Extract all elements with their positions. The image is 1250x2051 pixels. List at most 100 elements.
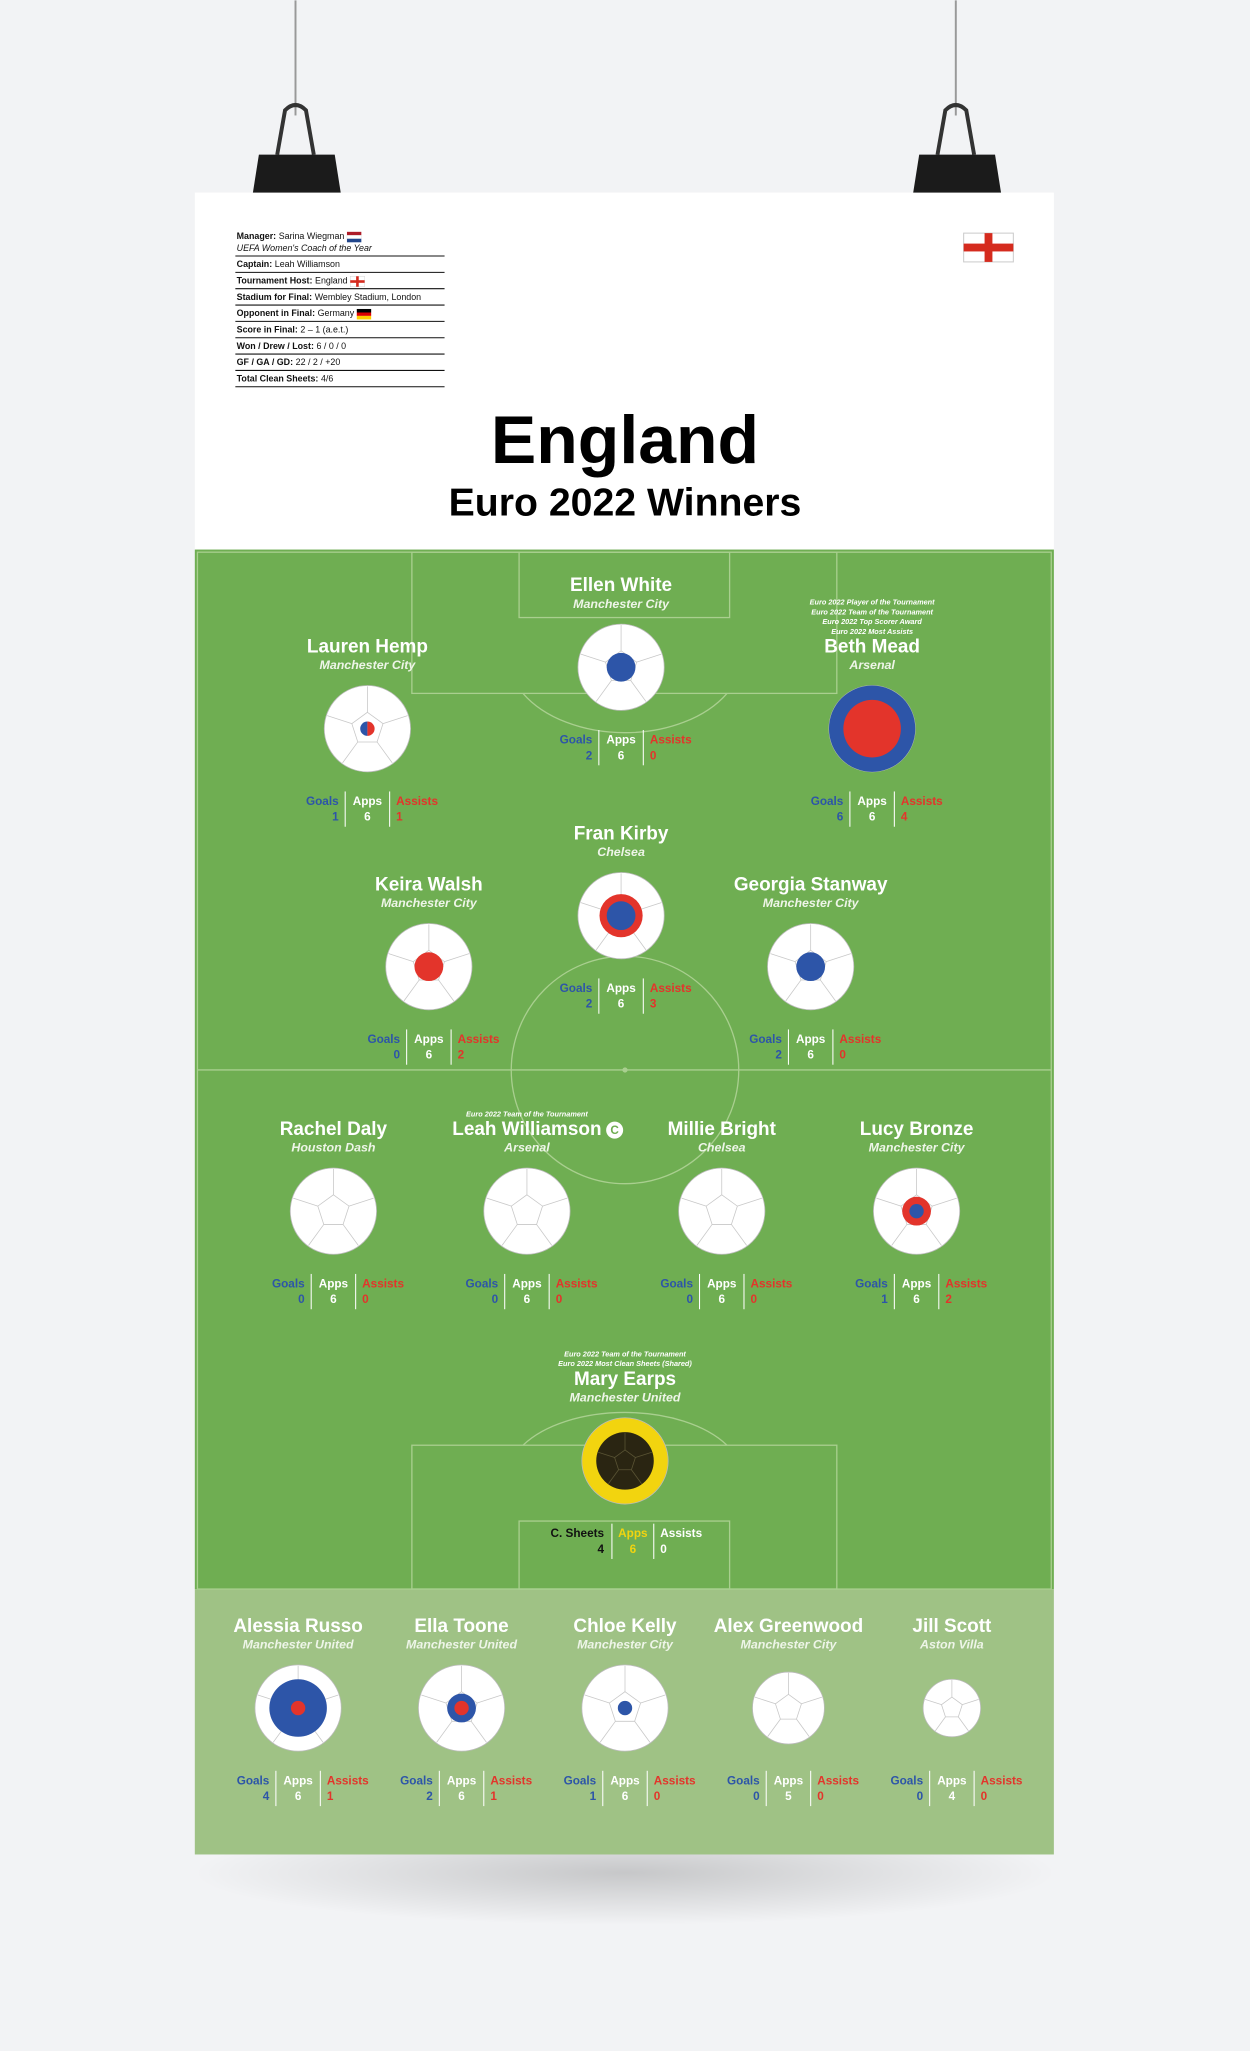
stat-value: 1 [327,1790,334,1803]
ball-seam [599,1721,616,1743]
clean-sheets-disc [596,1432,654,1490]
stat-label: Goals [727,1774,760,1787]
stat-value: 2 [586,749,593,762]
stat-label: Apps [937,1774,967,1787]
player-club: Arsenal [503,1141,550,1155]
ball-seam [293,1197,318,1207]
player-club: Chelsea [597,845,645,859]
goals-disc [909,1203,924,1219]
stat-value: 6 [364,811,371,824]
player-club: Manchester United [570,1390,681,1404]
ball [483,1167,571,1255]
player-club: Manchester United [243,1638,354,1652]
stat-value: 0 [753,1790,760,1803]
stat-label: Assists [650,982,692,995]
info-label: Won / Drew / Lost: [237,341,314,351]
stat-value: 6 [807,1049,814,1062]
ball [289,1167,377,1255]
ball-seam [348,1197,374,1207]
stat-label: Apps [606,982,636,995]
stat-value: 6 [913,1293,920,1306]
stat-value: 2 [586,998,593,1011]
stat-label: Apps [707,1278,737,1291]
stat-value: 0 [654,1790,661,1803]
award: Euro 2022 Team of the Tournament [811,607,933,616]
stat-value: 1 [490,1790,497,1803]
stat-value: 6 [618,749,625,762]
stat-label: Assists [327,1774,369,1787]
player-name: Alex Greenwood [714,1616,863,1637]
ball-seam [957,1716,969,1732]
player-name: Georgia Stanway [734,875,888,896]
subtitle: Euro 2022 Winners [449,480,802,524]
stat-label: Goals [749,1033,782,1046]
stat-value: 6 [458,1790,465,1803]
assists-disc [367,721,375,736]
ball-seam [801,1696,823,1705]
ball-seam [631,1469,642,1484]
stat-value: 1 [881,1293,888,1306]
stat-label: Assists [981,1774,1023,1787]
info-line: Tournament Host: England [237,276,348,286]
ball-seam [477,1694,502,1704]
ball-seam [470,1721,487,1743]
stat-value: 1 [332,811,339,824]
info-value: Germany [318,309,355,319]
ball-seam [308,1224,325,1246]
stat-value: 0 [556,1293,563,1306]
ball [752,1671,825,1745]
ball-seam [438,979,455,1002]
player-name: Leah Williamson [452,1119,601,1140]
stat-label: C. Sheets [551,1527,605,1540]
player-club: Manchester City [577,1638,674,1652]
info-label: Manager: [237,231,276,241]
award: Euro 2022 Most Clean Sheets (Shared) [558,1359,692,1368]
ball-seam [785,979,802,1002]
stat-value: 4 [598,1543,605,1556]
flag-nl [346,231,362,236]
stat-label: Goals [237,1774,270,1787]
info-note: UEFA Women's Coach of the Year [237,243,373,253]
ball-seam [934,1716,946,1732]
ball-seam [932,1197,957,1207]
ball-seam [819,979,836,1002]
player-name: Mary Earps [574,1369,676,1390]
ball [678,1167,766,1255]
stat-label: Assists [901,795,943,808]
player-name: Beth Mead [824,637,920,658]
stat-value: 5 [785,1790,792,1803]
ball-seam [925,1224,942,1246]
poster-header [194,192,1054,550]
ball-seam [630,680,647,702]
captain-badge [606,1121,624,1139]
stat-label: Apps [353,795,383,808]
ball-seam [376,741,393,764]
stat-label: Goals [560,982,593,995]
ball-seam [598,1451,615,1458]
stat-value: 0 [817,1790,824,1803]
info-value: 6 / 0 / 0 [317,341,347,351]
stat-value: 4 [901,811,908,824]
stat-value: 0 [686,1293,693,1306]
stat-label: Goals [466,1278,499,1291]
goals-disc [360,721,368,736]
player-name: Jill Scott [912,1616,992,1637]
ball-seam [436,1721,453,1743]
info-value: 22 / 2 / +20 [296,358,341,368]
stat-value: 0 [650,749,657,762]
player-club: Manchester City [869,1141,966,1155]
player-name: Lucy Bronze [860,1119,974,1140]
award: Euro 2022 Player of the Tournament [810,597,935,606]
player-name: Lauren Hemp [307,637,428,658]
ball-seam [941,1696,963,1718]
player-club: Manchester City [741,1638,838,1652]
captain-mark: C [610,1124,619,1137]
player-name: Alessia Russo [233,1616,362,1637]
stat-label: Goals [367,1033,400,1046]
ball-seam [705,1194,738,1225]
player-name: Millie Bright [668,1119,777,1140]
stat-label: Apps [796,1033,826,1046]
ball-seam [501,1224,518,1246]
ball-seam [542,1197,568,1207]
